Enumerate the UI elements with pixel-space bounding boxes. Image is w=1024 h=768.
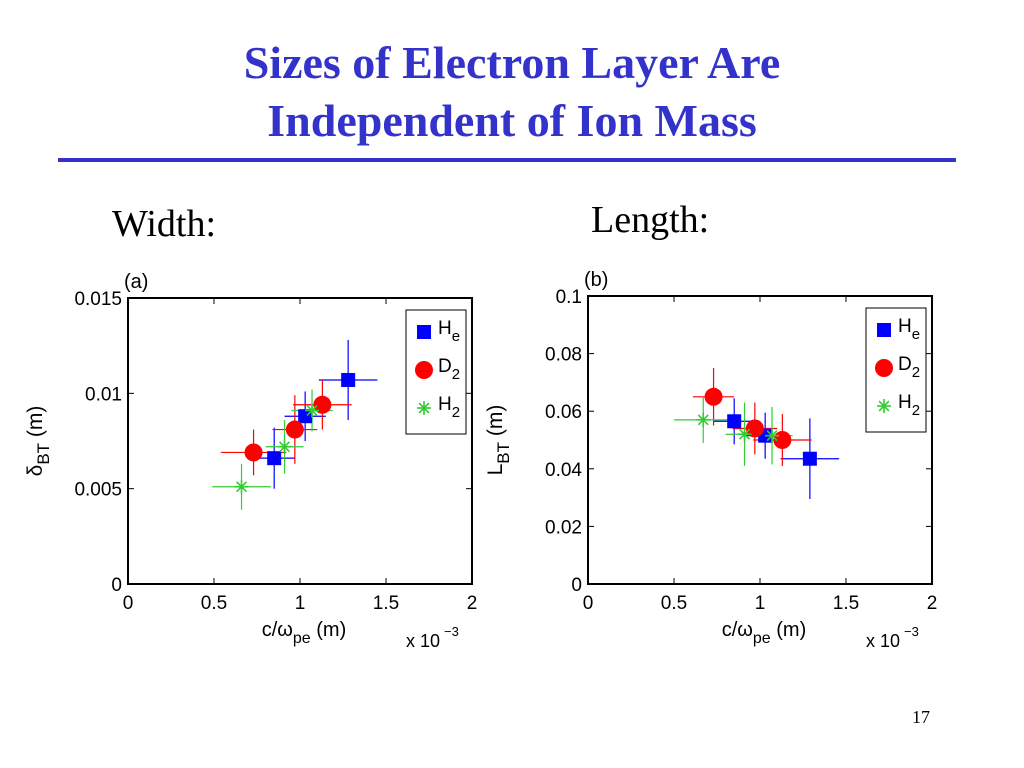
y-tick-label: 0.005 xyxy=(74,480,122,501)
y-tick-label: 0.01 xyxy=(85,384,122,405)
data-point xyxy=(802,451,817,466)
data-point xyxy=(737,427,752,442)
data-point xyxy=(298,409,313,424)
y-axis-label: LBT (m) xyxy=(484,405,513,476)
length-chart: (b) 0 0.5 1 1.5 2 0 0.02 0.04 0.06 0.08 0.1 c/ωpe (m… xyxy=(484,269,938,651)
data-point xyxy=(285,420,304,439)
title-underline xyxy=(58,158,956,162)
data-point xyxy=(305,403,320,418)
x-tick-label: 1 xyxy=(295,593,306,614)
y-tick-label: 0 xyxy=(571,575,582,596)
y-tick-label: 0.015 xyxy=(74,289,122,310)
x-axis-label: c/ωpe (m) xyxy=(722,619,807,647)
y-axis-label-group: LBT (m) xyxy=(484,405,513,476)
series-markers-1 xyxy=(244,395,332,462)
width-chart: (a) 0 0.5 1 1.5 2 0 0.005 0.01 0.015 c/ωpe (m) x 10… xyxy=(24,271,478,651)
series-markers-2 xyxy=(234,403,320,494)
x-tick-label: 0.5 xyxy=(201,593,227,614)
slide-title-line1: Sizes of Electron Layer Are xyxy=(243,37,781,88)
y-tick-label: 0.06 xyxy=(545,402,582,423)
legend-marker xyxy=(877,323,891,337)
x-tick-label: 1.5 xyxy=(833,593,859,614)
series-markers-0 xyxy=(267,372,356,466)
legend-entry: He xyxy=(898,316,920,343)
panel-label: (b) xyxy=(584,269,608,291)
y-tick-label: 0.02 xyxy=(545,517,582,538)
x-multiplier: x 10 −3 xyxy=(406,624,459,651)
y-tick-label: 0.08 xyxy=(545,345,582,366)
legend-marker xyxy=(875,359,893,377)
series-markers-1 xyxy=(704,387,792,449)
legend: He D2 H2 xyxy=(865,307,927,433)
series-markers-2 xyxy=(696,412,780,443)
y-tick-label: 0.04 xyxy=(545,460,582,481)
panel-label: (a) xyxy=(124,271,148,293)
x-tick-label: 0.5 xyxy=(661,593,687,614)
x-multiplier: x 10 −3 xyxy=(866,624,919,651)
x-tick-label: 1 xyxy=(755,593,766,614)
width-label: Width: xyxy=(112,203,217,245)
legend-entry: D2 xyxy=(438,356,460,383)
legend-marker xyxy=(877,399,891,413)
y-axis-label: δBT (m) xyxy=(24,406,53,477)
legend-marker xyxy=(415,361,433,379)
legend-entry: H2 xyxy=(438,394,460,421)
data-point xyxy=(727,414,742,429)
data-point xyxy=(277,439,292,454)
data-point xyxy=(704,387,723,406)
x-axis-label: c/ωpe (m) xyxy=(262,619,347,647)
x-tick-label: 0 xyxy=(123,593,134,614)
x-tick-label: 2 xyxy=(467,593,478,614)
length-label: Length: xyxy=(591,199,710,241)
y-axis-label-group: δBT (m) xyxy=(24,406,53,477)
data-point xyxy=(696,412,711,427)
data-point xyxy=(341,372,356,387)
x-tick-label: 1.5 xyxy=(373,593,399,614)
data-point xyxy=(765,428,780,443)
data-point xyxy=(313,395,332,414)
data-point xyxy=(234,479,249,494)
legend-marker xyxy=(417,325,431,339)
legend-entry: D2 xyxy=(898,354,920,381)
slide-title-line2: Independent of Ion Mass xyxy=(267,95,757,146)
legend: He D2 H2 xyxy=(405,309,467,435)
page-number: 17 xyxy=(912,707,930,727)
x-tick-label: 2 xyxy=(927,593,938,614)
legend-entry: H2 xyxy=(898,392,920,419)
data-point xyxy=(745,419,764,438)
x-tick-label: 0 xyxy=(583,593,594,614)
y-tick-label: 0.1 xyxy=(556,287,582,308)
data-point xyxy=(244,443,263,462)
data-point xyxy=(267,451,282,466)
legend-entry: He xyxy=(438,318,460,345)
legend-marker xyxy=(417,401,431,415)
y-tick-label: 0 xyxy=(111,575,122,596)
